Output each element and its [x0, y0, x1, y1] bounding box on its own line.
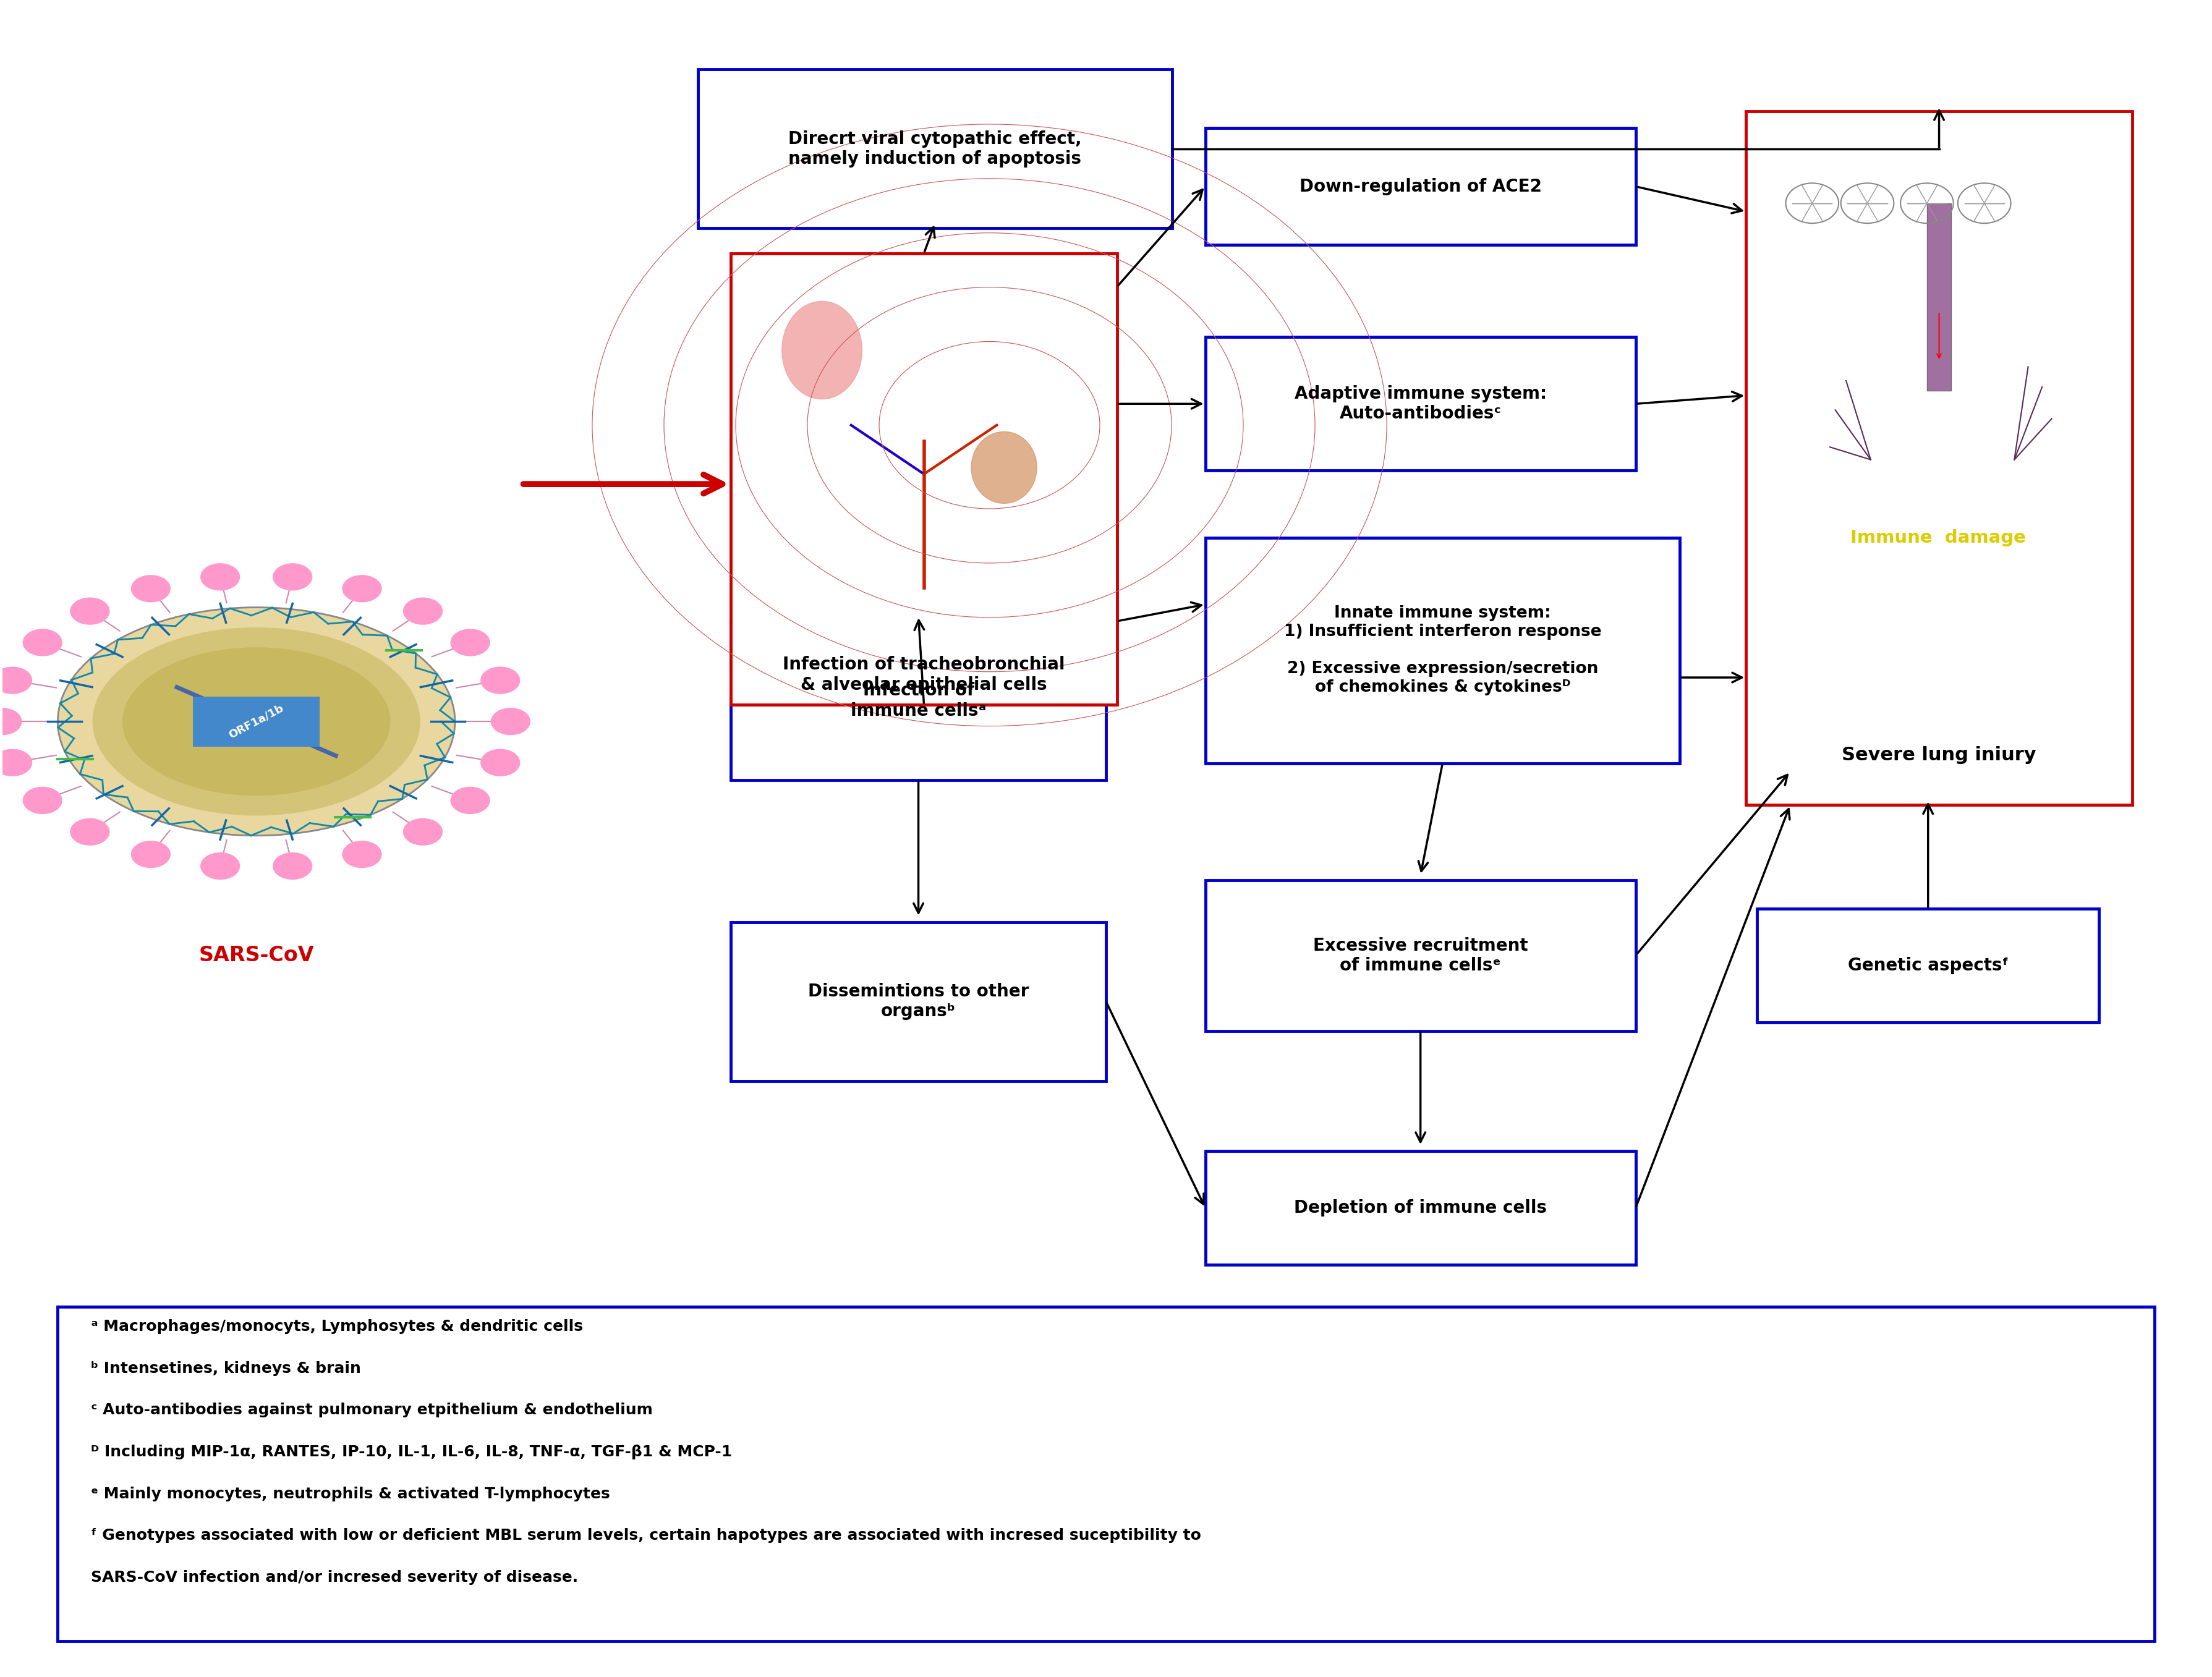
- FancyBboxPatch shape: [1756, 195, 2121, 704]
- Text: SARS-CoV infection and/or incresed severity of disease.: SARS-CoV infection and/or incresed sever…: [91, 1570, 577, 1585]
- Text: Severe lung iniury: Severe lung iniury: [1843, 746, 2037, 763]
- Ellipse shape: [781, 302, 863, 399]
- Ellipse shape: [403, 597, 442, 626]
- Text: ᵃ Macrophages/monocyts, Lymphosytes & dendritic cells: ᵃ Macrophages/monocyts, Lymphosytes & de…: [91, 1320, 584, 1335]
- Ellipse shape: [71, 818, 111, 845]
- Ellipse shape: [902, 292, 1055, 513]
- FancyBboxPatch shape: [192, 696, 321, 746]
- Text: Excessive recruitment
of immune cellsᵉ: Excessive recruitment of immune cellsᵉ: [1314, 937, 1528, 974]
- FancyBboxPatch shape: [1745, 111, 2132, 805]
- Ellipse shape: [201, 563, 241, 590]
- Text: Infection of
immune cellsᵃ: Infection of immune cellsᵃ: [852, 683, 987, 719]
- FancyBboxPatch shape: [58, 1306, 2154, 1642]
- Text: Depletion of immune cells: Depletion of immune cells: [1294, 1199, 1546, 1216]
- FancyBboxPatch shape: [1206, 1150, 1635, 1264]
- Ellipse shape: [403, 818, 442, 845]
- FancyBboxPatch shape: [1206, 337, 1635, 471]
- Text: Dissemintions to other
organsᵇ: Dissemintions to other organsᵇ: [807, 983, 1029, 1020]
- Ellipse shape: [971, 431, 1037, 503]
- Ellipse shape: [1942, 240, 2086, 659]
- FancyBboxPatch shape: [1206, 880, 1635, 1031]
- Ellipse shape: [451, 787, 491, 813]
- Text: Down-regulation of ACE2: Down-regulation of ACE2: [1298, 178, 1542, 195]
- Ellipse shape: [1803, 248, 1940, 652]
- Text: Genetic aspectsᶠ: Genetic aspectsᶠ: [1847, 958, 2008, 974]
- Ellipse shape: [22, 629, 62, 656]
- Ellipse shape: [781, 304, 907, 515]
- FancyBboxPatch shape: [1206, 538, 1679, 763]
- Ellipse shape: [0, 750, 33, 776]
- Ellipse shape: [480, 667, 520, 694]
- Text: ᴰ Including MIP-1α, RANTES, IP-10, IL-1, IL-6, IL-8, TNF-α, TGF-β1 & MCP-1: ᴰ Including MIP-1α, RANTES, IP-10, IL-1,…: [91, 1444, 732, 1459]
- Ellipse shape: [93, 627, 420, 815]
- FancyBboxPatch shape: [730, 270, 1117, 612]
- Ellipse shape: [131, 840, 170, 869]
- Ellipse shape: [343, 840, 383, 869]
- Ellipse shape: [0, 667, 33, 694]
- Text: ᵉ Mainly monocytes, neutrophils & activated T-lymphocytes: ᵉ Mainly monocytes, neutrophils & activa…: [91, 1486, 611, 1501]
- Ellipse shape: [480, 750, 520, 776]
- FancyBboxPatch shape: [697, 69, 1172, 228]
- Text: Immune  damage: Immune damage: [1849, 528, 2026, 547]
- Ellipse shape: [451, 629, 491, 656]
- Ellipse shape: [0, 708, 22, 735]
- Ellipse shape: [343, 575, 383, 602]
- Ellipse shape: [58, 607, 456, 835]
- Text: ORF1a/1b: ORF1a/1b: [228, 703, 285, 741]
- FancyBboxPatch shape: [730, 620, 1106, 780]
- Text: Innate immune system:
1) Insufficient interferon response

2) Excessive expressi: Innate immune system: 1) Insufficient in…: [1283, 605, 1601, 696]
- FancyBboxPatch shape: [1927, 203, 1951, 391]
- Text: ᶜ Auto-antibodies against pulmonary etpithelium & endothelium: ᶜ Auto-antibodies against pulmonary etpi…: [91, 1404, 653, 1417]
- Ellipse shape: [131, 575, 170, 602]
- Text: Direcrt viral cytopathic effect,
namely induction of apoptosis: Direcrt viral cytopathic effect, namely …: [787, 131, 1082, 168]
- Text: Infection of tracheobronchial
& alveolar epithelial cells: Infection of tracheobronchial & alveolar…: [783, 656, 1064, 693]
- Ellipse shape: [122, 647, 392, 795]
- Text: Adaptive immune system:
Auto-antibodiesᶜ: Adaptive immune system: Auto-antibodiesᶜ: [1294, 386, 1546, 423]
- FancyBboxPatch shape: [1206, 127, 1635, 245]
- Text: ᶠ Genotypes associated with low or deficient MBL serum levels, certain hapotypes: ᶠ Genotypes associated with low or defic…: [91, 1528, 1201, 1543]
- Ellipse shape: [71, 597, 111, 626]
- Text: ᵇ Intensetines, kidneys & brain: ᵇ Intensetines, kidneys & brain: [91, 1362, 361, 1375]
- Ellipse shape: [272, 563, 312, 590]
- Text: SARS-CoV: SARS-CoV: [199, 946, 314, 966]
- FancyBboxPatch shape: [730, 253, 1117, 704]
- FancyBboxPatch shape: [730, 922, 1106, 1082]
- Ellipse shape: [272, 852, 312, 880]
- Ellipse shape: [491, 708, 531, 735]
- FancyBboxPatch shape: [1756, 909, 2099, 1023]
- Ellipse shape: [201, 852, 241, 880]
- Ellipse shape: [22, 787, 62, 813]
